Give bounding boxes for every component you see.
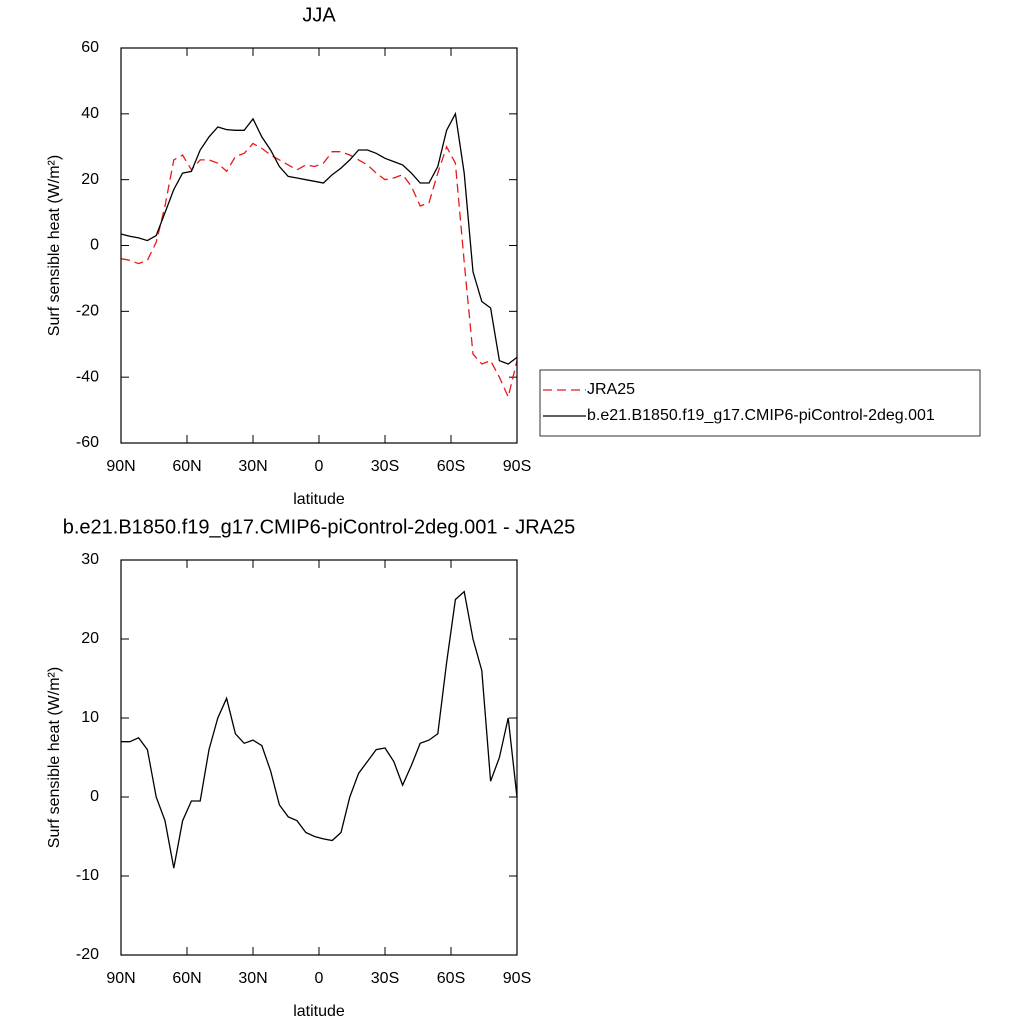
legend-box — [539, 369, 981, 437]
x-tick-label: 0 — [315, 458, 324, 475]
chart-title: JJA — [302, 4, 336, 26]
data-line — [120, 111, 518, 365]
x-tick-label: 30S — [371, 970, 399, 987]
x-tick-label: 60N — [172, 458, 201, 475]
x-tick-label: 60S — [437, 458, 465, 475]
data-line — [121, 590, 518, 869]
y-tick-label: 30 — [81, 551, 99, 568]
x-tick-label: 60S — [437, 970, 465, 987]
legend-label: JRA25 — [587, 381, 635, 398]
x-axis-label: latitude — [293, 491, 345, 508]
x-tick-label: 90S — [503, 458, 531, 475]
x-tick-label: 30N — [238, 458, 267, 475]
x-tick-label: 60N — [172, 970, 201, 987]
y-tick-label: 0 — [90, 237, 99, 254]
y-tick-label: 10 — [81, 709, 99, 726]
x-tick-label: 90S — [503, 970, 531, 987]
y-tick-label: 0 — [90, 788, 99, 805]
y-tick-label: -40 — [76, 368, 99, 385]
y-tick-label: -20 — [76, 946, 99, 963]
y-tick-label: 40 — [81, 105, 99, 122]
x-tick-label: 90N — [106, 970, 135, 987]
y-tick-label: -20 — [76, 303, 99, 320]
y-tick-label: 20 — [81, 171, 99, 188]
plot-frame — [120, 47, 518, 444]
legend-label: b.e21.B1850.f19_g17.CMIP6-piControl-2deg… — [587, 407, 935, 424]
y-axis-label: Surf sensible heat (W/m²) — [46, 155, 63, 336]
x-tick-label: 30S — [371, 458, 399, 475]
x-tick-label: 90N — [106, 458, 135, 475]
x-tick-label: 30N — [238, 970, 267, 987]
y-tick-label: -10 — [76, 867, 99, 884]
y-axis-label: Surf sensible heat (W/m²) — [46, 667, 63, 848]
y-tick-label: 20 — [81, 630, 99, 647]
plot-frame — [120, 559, 518, 956]
x-tick-label: 0 — [315, 970, 324, 987]
y-tick-label: 60 — [81, 39, 99, 56]
y-tick-label: -60 — [76, 434, 99, 451]
chart-title: b.e21.B1850.f19_g17.CMIP6-piControl-2deg… — [63, 516, 576, 538]
x-axis-label: latitude — [293, 1003, 345, 1020]
